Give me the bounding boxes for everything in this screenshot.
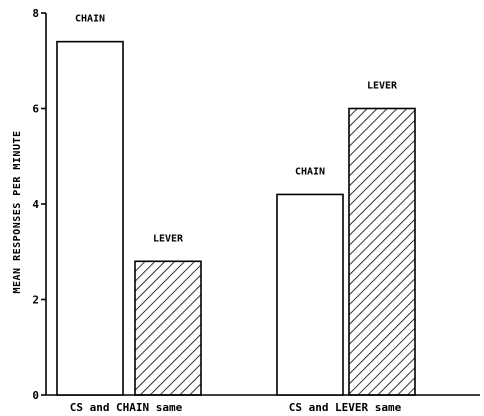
x-axis: CS and CHAIN same CS and LEVER same <box>46 394 480 414</box>
bar-label: LEVER <box>153 233 184 244</box>
bar-label: CHAIN <box>75 14 105 25</box>
y-axis: 0 2 4 6 8 <box>32 7 47 402</box>
y-tick-label: 8 <box>32 7 39 20</box>
bar-label: CHAIN <box>295 166 325 177</box>
y-tick-label: 0 <box>32 389 39 402</box>
bar-cs-and-lever-same-lever <box>348 107 416 396</box>
y-tick-label: 2 <box>32 294 39 307</box>
bar-cs-and-lever-same-chain <box>276 193 344 396</box>
x-category-label: CS and CHAIN same <box>70 401 183 414</box>
y-tick-label: 4 <box>32 198 39 211</box>
x-category-label: CS and LEVER same <box>289 401 402 414</box>
bar-cs-and-chain-same-chain <box>56 40 124 396</box>
bars: CHAIN LEVER CHAIN LEVER <box>56 14 416 396</box>
y-tick-label: 6 <box>32 103 39 116</box>
bar-cs-and-chain-same-lever <box>134 260 202 396</box>
y-axis-label: MEAN RESPONSES PER MINUTE <box>12 130 23 293</box>
bar-label: LEVER <box>367 81 398 92</box>
